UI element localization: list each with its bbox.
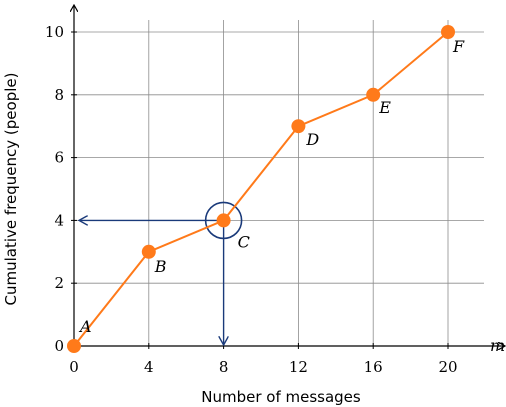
point-label: D: [305, 130, 319, 149]
point-label: A: [78, 317, 92, 336]
grid: [74, 20, 484, 346]
series-line: [73, 31, 449, 347]
y-tick-label: 2: [54, 274, 64, 292]
data-point: [291, 119, 306, 134]
highlight-circle: [204, 201, 243, 240]
x-tick-label: 0: [69, 358, 79, 376]
x-axis-symbol: m: [490, 336, 505, 355]
data-point: [366, 87, 381, 102]
point-label: B: [154, 257, 167, 276]
point-label: E: [378, 98, 391, 117]
point-label: C: [238, 232, 250, 251]
y-tick-label: 6: [54, 149, 64, 167]
reading-annotation: [80, 201, 243, 344]
y-tick-label: 0: [54, 337, 64, 355]
x-tick-label: 4: [144, 358, 154, 376]
x-tick-label: 16: [364, 358, 383, 376]
data-series: A B C D E F: [67, 25, 465, 353]
x-axis-title: Number of messages: [201, 388, 361, 406]
x-tick-label: 8: [219, 358, 229, 376]
x-tick-label: 12: [289, 358, 308, 376]
x-tick-label: 20: [438, 358, 457, 376]
axes: [70, 6, 504, 350]
y-axis-title: Cumulative frequency (people): [2, 73, 20, 306]
y-tick-label: 4: [54, 211, 64, 229]
data-point: [441, 25, 455, 39]
point-label: F: [452, 37, 465, 56]
data-point: [67, 339, 81, 353]
y-tick-label: 10: [45, 23, 64, 41]
data-point: [216, 213, 231, 228]
tick-labels: 0 4 8 12 16 20 0 2 4 6 8 10: [45, 23, 458, 376]
axis-titles: Number of messages Cumulative frequency …: [2, 73, 505, 406]
data-point: [141, 244, 156, 259]
y-tick-label: 8: [54, 86, 64, 104]
